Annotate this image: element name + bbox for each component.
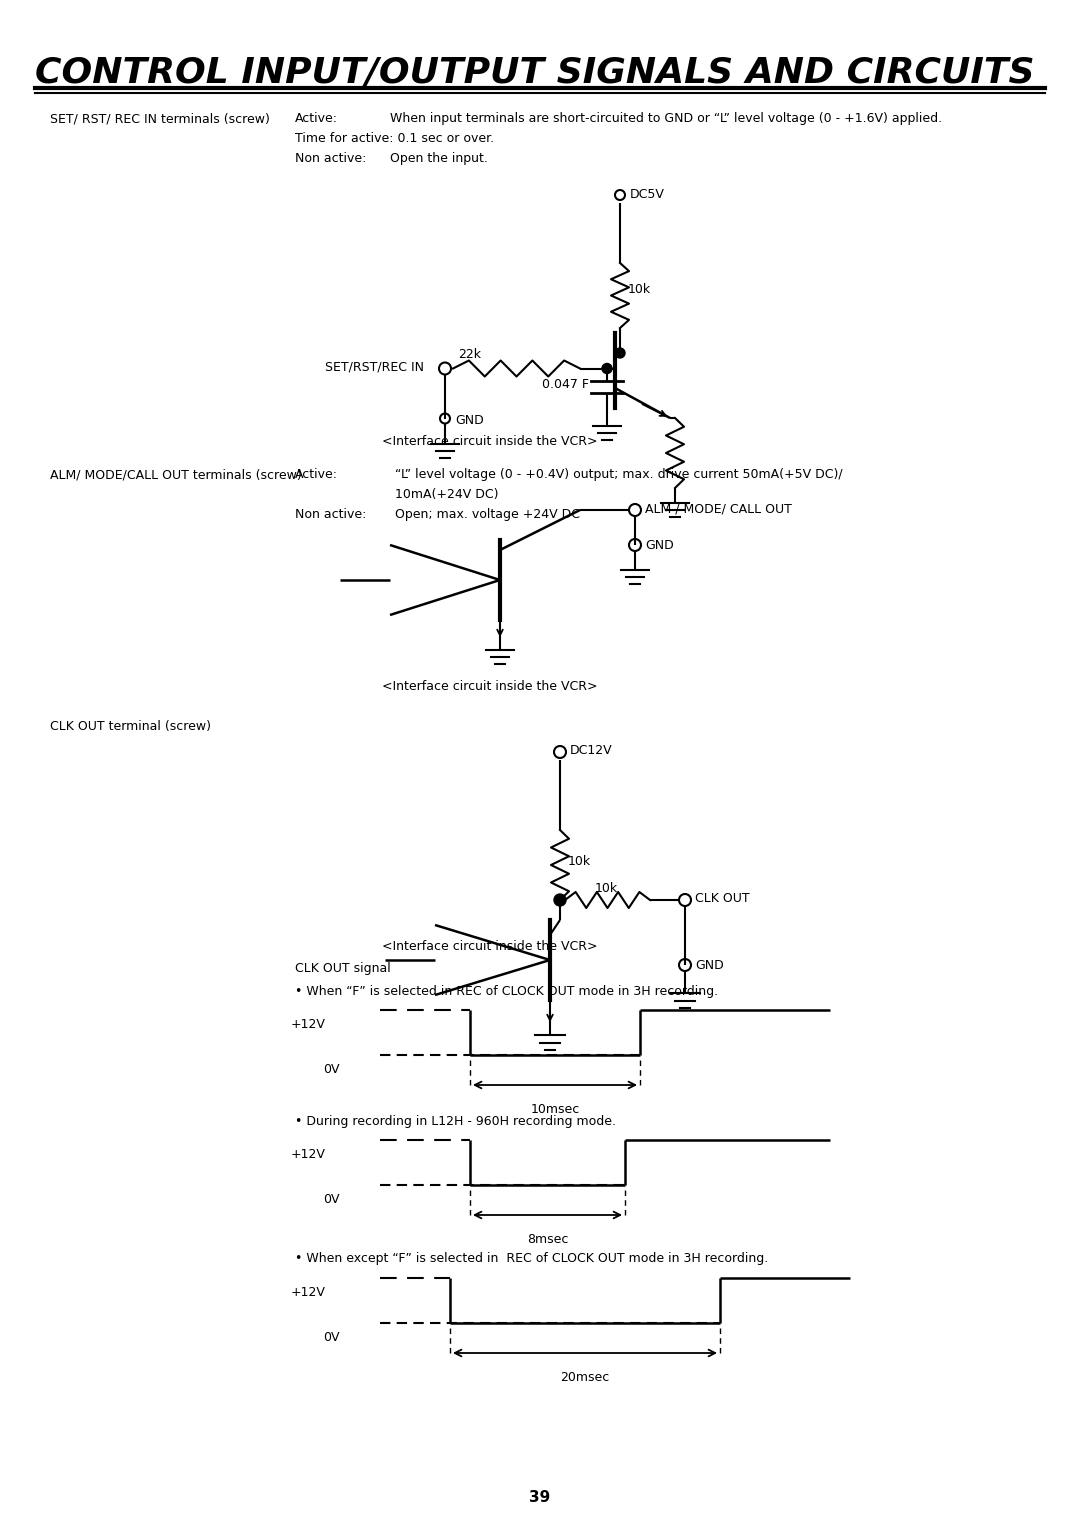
Text: 20msec: 20msec <box>561 1371 609 1384</box>
Text: CLK OUT: CLK OUT <box>696 892 750 905</box>
Circle shape <box>602 364 612 373</box>
Text: 10k: 10k <box>595 882 618 895</box>
Text: ALM/ MODE/CALL OUT terminals (screw): ALM/ MODE/CALL OUT terminals (screw) <box>50 468 301 481</box>
Text: 8msec: 8msec <box>527 1233 568 1245</box>
Text: 0.047 F: 0.047 F <box>542 377 589 391</box>
Text: • When except “F” is selected in  REC of CLOCK OUT mode in 3H recording.: • When except “F” is selected in REC of … <box>295 1251 768 1265</box>
Text: CONTROL INPUT/OUTPUT SIGNALS AND CIRCUITS: CONTROL INPUT/OUTPUT SIGNALS AND CIRCUIT… <box>35 55 1035 89</box>
Text: GND: GND <box>645 539 674 552</box>
Circle shape <box>554 894 566 906</box>
Text: Open the input.: Open the input. <box>390 151 488 165</box>
Text: GND: GND <box>696 960 724 972</box>
Text: Active:: Active: <box>295 112 338 125</box>
Text: “L” level voltage (0 - +0.4V) output; max. drive current 50mA(+5V DC)/: “L” level voltage (0 - +0.4V) output; ma… <box>395 468 842 481</box>
Text: 39: 39 <box>529 1490 551 1505</box>
Circle shape <box>615 348 625 358</box>
Text: Open; max. voltage +24V DC: Open; max. voltage +24V DC <box>395 507 580 521</box>
Text: Non active:: Non active: <box>295 151 366 165</box>
Text: +12V: +12V <box>291 1287 325 1299</box>
Text: GND: GND <box>455 414 484 426</box>
Text: When input terminals are short-circuited to GND or “L” level voltage (0 - +1.6V): When input terminals are short-circuited… <box>390 112 942 125</box>
Text: Time for active: 0.1 sec or over.: Time for active: 0.1 sec or over. <box>295 131 495 145</box>
Text: 0V: 0V <box>324 1331 340 1345</box>
Text: DC12V: DC12V <box>570 744 612 756</box>
Text: 10msec: 10msec <box>530 1103 580 1115</box>
Text: DC5V: DC5V <box>630 188 665 202</box>
Text: • When “F” is selected in REC of CLOCK OUT mode in 3H recording.: • When “F” is selected in REC of CLOCK O… <box>295 986 718 998</box>
Text: 10mA(+24V DC): 10mA(+24V DC) <box>395 487 499 501</box>
Text: 10k: 10k <box>627 283 651 296</box>
Text: Non active:: Non active: <box>295 507 366 521</box>
Text: <Interface circuit inside the VCR>: <Interface circuit inside the VCR> <box>382 435 597 448</box>
Text: • During recording in L12H - 960H recording mode.: • During recording in L12H - 960H record… <box>295 1115 616 1128</box>
Text: SET/ RST/ REC IN terminals (screw): SET/ RST/ REC IN terminals (screw) <box>50 112 270 125</box>
Text: SET/RST/REC IN: SET/RST/REC IN <box>325 361 424 373</box>
Text: ALM / MODE/ CALL OUT: ALM / MODE/ CALL OUT <box>645 503 792 515</box>
Text: 22k: 22k <box>458 348 481 362</box>
Text: 0V: 0V <box>324 1063 340 1076</box>
Text: CLK OUT terminal (screw): CLK OUT terminal (screw) <box>50 720 211 733</box>
Text: <Interface circuit inside the VCR>: <Interface circuit inside the VCR> <box>382 940 597 953</box>
Text: <Interface circuit inside the VCR>: <Interface circuit inside the VCR> <box>382 680 597 694</box>
Text: +12V: +12V <box>291 1148 325 1161</box>
Text: +12V: +12V <box>291 1018 325 1031</box>
Text: 0V: 0V <box>324 1193 340 1206</box>
Text: CLK OUT signal: CLK OUT signal <box>295 963 391 975</box>
Text: Active:: Active: <box>295 468 338 481</box>
Text: 10k: 10k <box>568 856 591 868</box>
